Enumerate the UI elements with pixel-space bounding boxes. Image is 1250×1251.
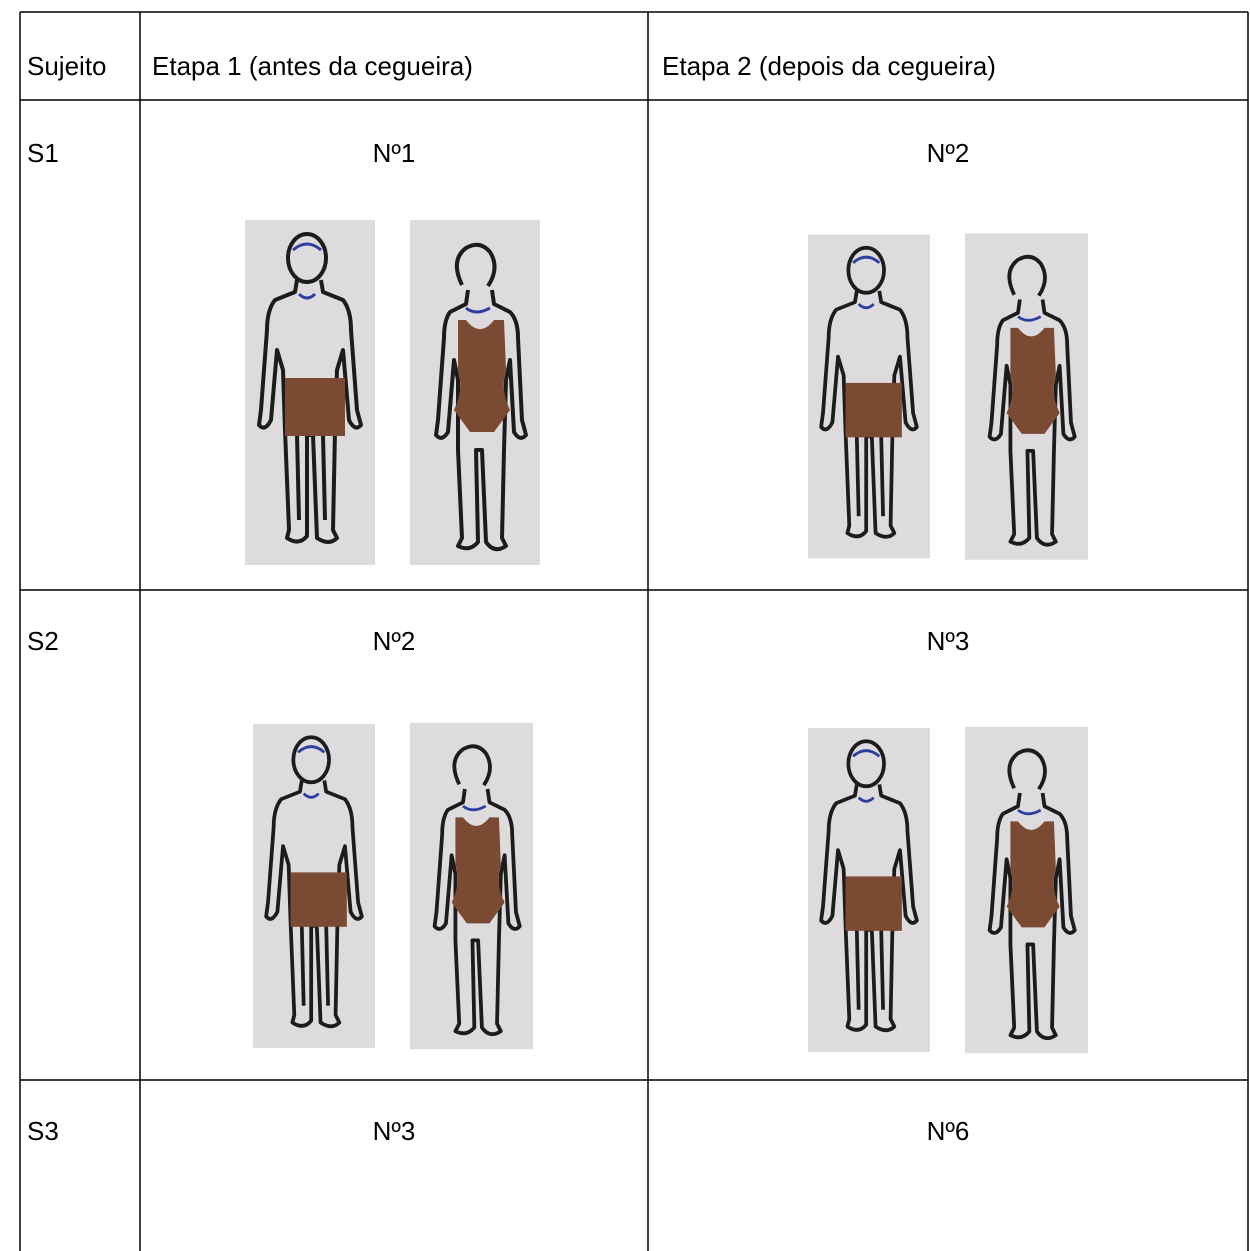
figure-photo [965,233,1088,559]
subject-cell: S3 [27,1116,59,1146]
figure-photo [808,728,930,1052]
table-grid [19,11,1249,1251]
figure-photo [253,724,375,1048]
figure-photo [965,727,1088,1053]
figure-photo [808,235,930,559]
figure-photo [245,220,375,565]
header-cell: Etapa 1 (antes da cegueira) [152,51,473,81]
subject-cell: S2 [27,626,59,656]
stage-cell: Nº3 [927,626,970,656]
header-cell: Etapa 2 (depois da cegueira) [662,51,996,81]
stage-cell: Nº2 [373,626,416,656]
header-cell: Sujeito [27,51,107,81]
stage-cell: Nº2 [927,138,970,168]
figure-photo [410,723,533,1049]
stage-cell: Nº1 [373,138,416,168]
stage-cell: Nº6 [927,1116,970,1146]
figure-photo [410,220,540,565]
subject-cell: S1 [27,138,59,168]
stage-cell: Nº3 [373,1116,416,1146]
